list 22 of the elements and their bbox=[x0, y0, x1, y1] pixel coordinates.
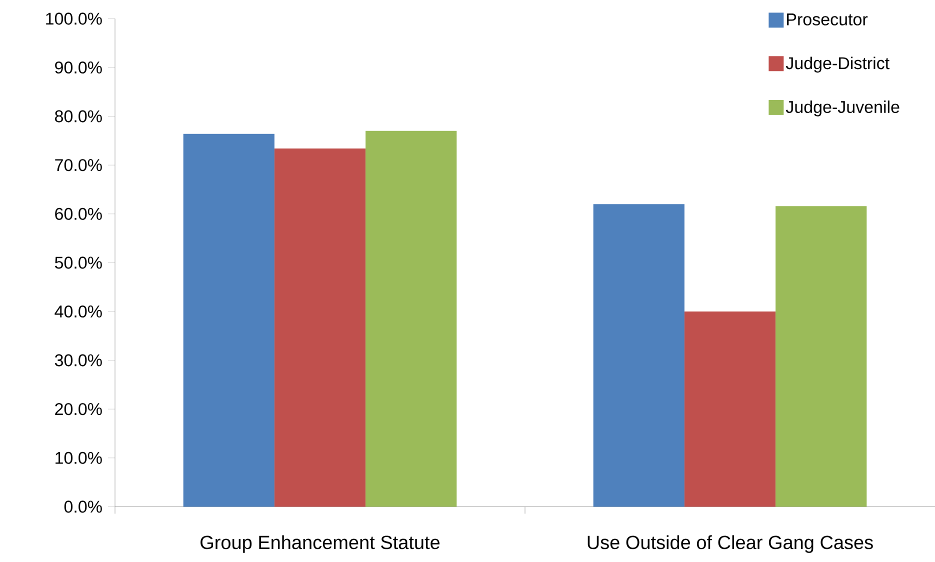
y-tick-label: 0.0% bbox=[64, 500, 102, 513]
y-tick-label: 100.0% bbox=[46, 12, 102, 25]
y-tick-label: 40.0% bbox=[54, 305, 102, 318]
y-tick-label: 80.0% bbox=[55, 110, 102, 122]
y-tick-label: 30.0% bbox=[54, 354, 102, 366]
y-tick-label: 60.0% bbox=[55, 208, 102, 220]
legend-label: Prosecutor bbox=[787, 14, 868, 26]
y-tick-label: 10.0% bbox=[56, 452, 102, 464]
bar bbox=[183, 134, 274, 507]
bar bbox=[684, 311, 776, 507]
bar bbox=[776, 206, 867, 507]
y-tick-label: 50.0% bbox=[54, 256, 102, 269]
y-tick-label: 70.0% bbox=[55, 159, 102, 172]
legend-label: Judge-Juvenile bbox=[786, 100, 900, 116]
x-tick-label: Group Enhancement Statute bbox=[200, 535, 440, 553]
y-tick-label: 20.0% bbox=[55, 403, 102, 416]
x-tick-label: Use Outside of Clear Gang Cases bbox=[588, 535, 873, 553]
bar bbox=[274, 148, 366, 507]
bar bbox=[366, 130, 457, 507]
y-tick-label: 90.0% bbox=[55, 61, 102, 74]
bar bbox=[593, 204, 684, 507]
legend-label: Judge-District bbox=[786, 56, 890, 73]
